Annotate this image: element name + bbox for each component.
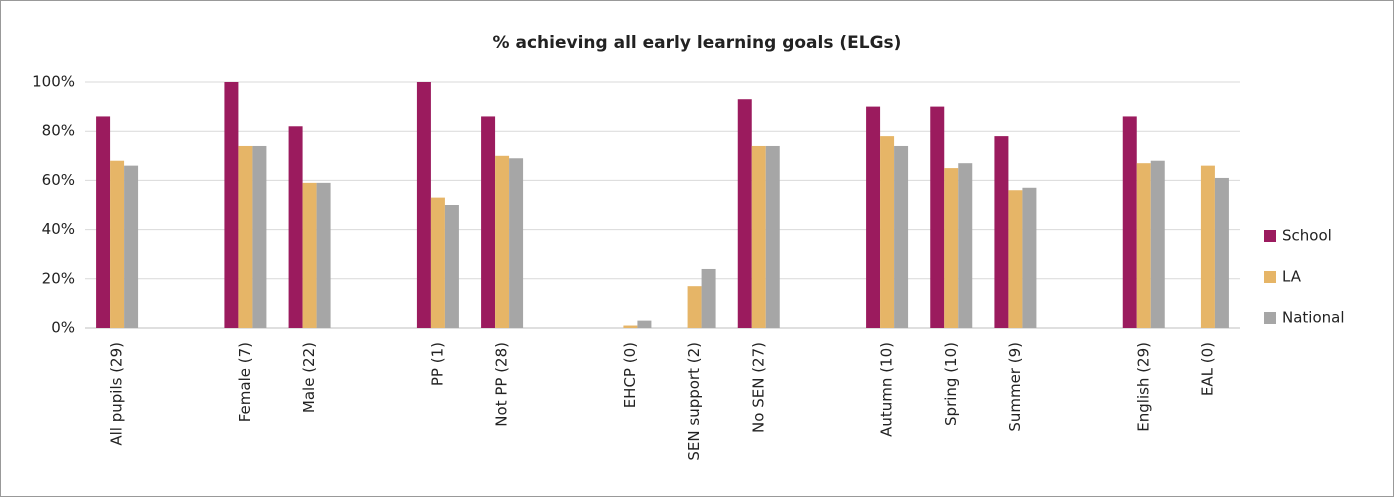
y-tick-label: 60%: [42, 171, 75, 189]
bar: [238, 145, 253, 328]
bar: [224, 82, 239, 328]
bar: [687, 286, 702, 328]
bar: [96, 116, 111, 328]
bar: [1008, 190, 1023, 328]
bar: [1200, 165, 1215, 328]
y-tick-label: 20%: [42, 269, 75, 287]
bar: [765, 145, 780, 328]
x-tick-label: No SEN (27): [749, 342, 767, 433]
y-tick-label: 100%: [32, 73, 75, 91]
bar: [894, 145, 909, 328]
bar: [1136, 163, 1151, 328]
bar: [701, 268, 716, 328]
y-tick-label: 80%: [42, 122, 75, 140]
bar: [124, 165, 139, 328]
bar: [416, 82, 431, 328]
bar: [481, 116, 496, 328]
x-tick-label: Female (7): [236, 342, 254, 422]
bar: [1214, 177, 1229, 328]
bar: [994, 136, 1009, 328]
bar: [944, 168, 959, 328]
legend-swatch: [1264, 230, 1276, 242]
x-tick-label: Spring (10): [942, 342, 960, 426]
bar: [288, 126, 303, 328]
x-tick-label: English (29): [1134, 342, 1152, 432]
bar: [302, 182, 317, 328]
bar: [444, 205, 459, 328]
chart-title: % achieving all early learning goals (EL…: [493, 33, 902, 53]
x-tick-label: PP (1): [428, 342, 446, 386]
x-tick-label: SEN support (2): [685, 342, 703, 461]
bar: [495, 155, 510, 328]
legend-swatch: [1264, 271, 1276, 283]
bar: [958, 163, 973, 328]
x-tick-label: Autumn (10): [878, 342, 896, 437]
x-tick-label: Not PP (28): [493, 342, 511, 427]
bar: [1022, 187, 1037, 328]
x-tick-label: EAL (0): [1198, 342, 1216, 396]
y-tick-label: 40%: [42, 220, 75, 238]
bar: [509, 158, 524, 328]
bar: [316, 182, 331, 328]
bar: [252, 145, 267, 328]
bar: [623, 325, 638, 328]
legend-label: LA: [1282, 268, 1302, 286]
x-tick-label: All pupils (29): [108, 342, 126, 446]
bar: [866, 106, 881, 328]
bar: [737, 99, 752, 328]
bar: [930, 106, 945, 328]
x-tick-label: Summer (9): [1006, 342, 1024, 432]
y-tick-label: 0%: [51, 319, 75, 337]
legend-label: National: [1282, 309, 1345, 327]
bar: [1150, 160, 1165, 328]
bar: [637, 320, 652, 328]
bar: [751, 145, 766, 328]
legend-swatch: [1264, 312, 1276, 324]
bar: [110, 160, 125, 328]
bar: [880, 136, 895, 328]
legend-label: School: [1282, 227, 1332, 245]
bar: [1122, 116, 1137, 328]
x-tick-label: EHCP (0): [621, 342, 639, 408]
bar: [430, 197, 445, 328]
x-tick-label: Male (22): [300, 342, 318, 413]
